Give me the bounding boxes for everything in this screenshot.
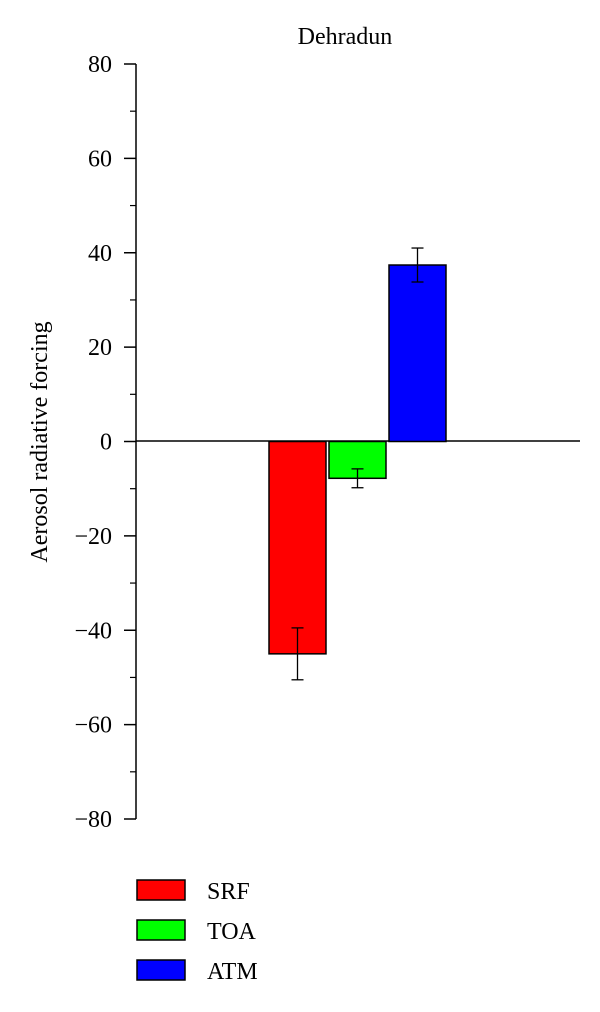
legend-swatch-atm bbox=[136, 959, 186, 981]
legend: SRF TOA ATM bbox=[136, 879, 258, 985]
bar-atm bbox=[388, 264, 447, 443]
legend-label-toa: TOA bbox=[207, 919, 257, 945]
y-tick-label: −40 bbox=[74, 618, 112, 644]
y-tick-label: −80 bbox=[74, 807, 112, 833]
y-axis-label: Aerosol radiative forcing bbox=[27, 321, 53, 562]
y-axis-ticks: 80 60 40 20 0 −20 −40 −60 −80 bbox=[74, 52, 136, 833]
y-tick-label: 60 bbox=[88, 146, 112, 172]
legend-swatch-toa bbox=[136, 919, 186, 941]
y-tick-label: −60 bbox=[74, 713, 112, 739]
y-tick-label: 40 bbox=[88, 241, 112, 267]
bar-series bbox=[268, 247, 447, 681]
bar-srf bbox=[268, 440, 327, 655]
legend-label-srf: SRF bbox=[207, 879, 250, 905]
y-tick-label: 20 bbox=[88, 335, 112, 361]
error-bar-toa bbox=[351, 468, 364, 489]
error-bar-srf bbox=[291, 627, 304, 681]
error-bar-atm bbox=[411, 247, 424, 283]
chart-title: Dehradun bbox=[298, 24, 393, 50]
legend-label-atm: ATM bbox=[207, 959, 258, 985]
y-tick-label: 80 bbox=[88, 52, 112, 78]
y-tick-label: 0 bbox=[100, 430, 112, 456]
legend-swatch-srf bbox=[136, 879, 186, 901]
y-tick-label: −20 bbox=[74, 524, 112, 550]
